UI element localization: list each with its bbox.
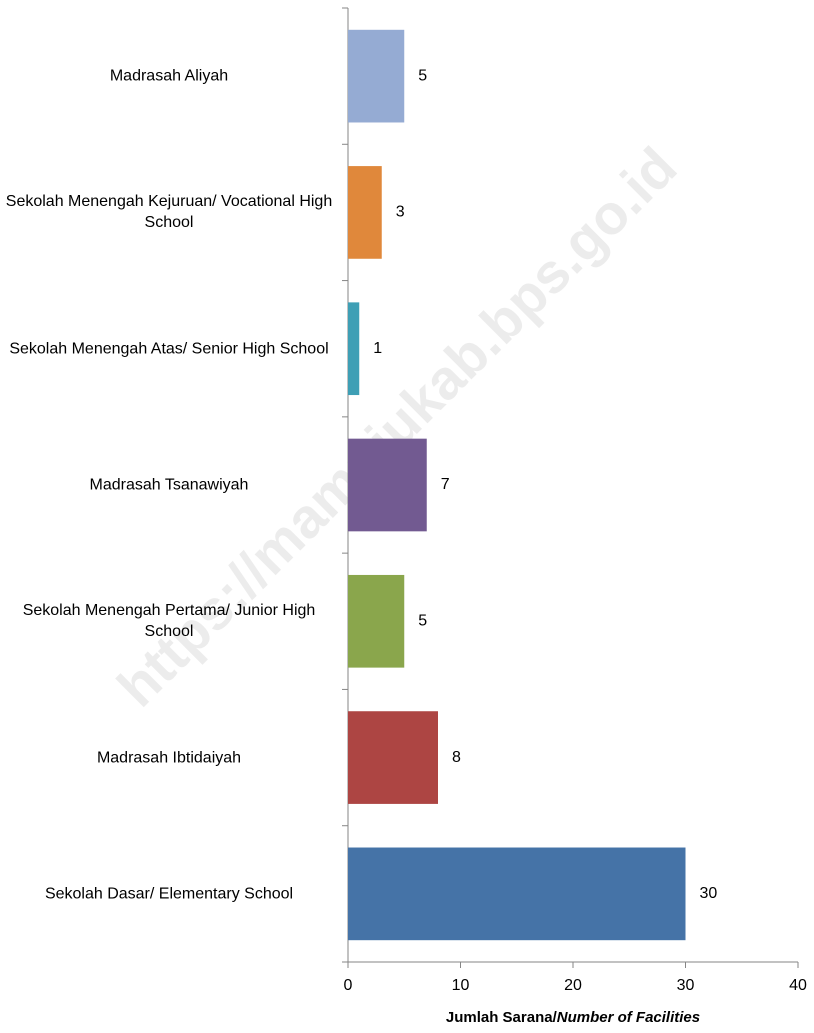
x-tick-label: 20	[564, 977, 582, 994]
value-label: 1	[373, 340, 382, 357]
value-label: 30	[700, 885, 718, 902]
x-axis-label: Jumlah Sarana/Number of Facilities	[446, 1009, 700, 1026]
bar	[348, 574, 405, 668]
value-label: 3	[396, 204, 405, 221]
y-tick-label: Sekolah Dasar/ Elementary School	[44, 885, 294, 903]
y-tick-label: Madrasah Tsanawiyah	[89, 476, 249, 494]
bar	[348, 711, 438, 804]
bar	[348, 166, 382, 259]
y-tick-label: Madrasah Ibtidaiyah	[96, 749, 242, 767]
y-tick-label: Sekolah Menengah Pertama/ Junior High Sc…	[22, 602, 316, 641]
y-tick-label: Sekolah Menengah Kejuruan/ Vocational Hi…	[5, 193, 333, 232]
y-tick-label: Madrasah Aliyah	[109, 67, 229, 85]
value-label: 5	[418, 613, 427, 630]
bar	[348, 29, 405, 123]
x-axis-label-part: Number of Facilities	[557, 1009, 700, 1026]
x-tick-label: 40	[789, 977, 807, 994]
value-label: 5	[418, 67, 427, 84]
x-tick-label: 0	[344, 977, 353, 994]
y-tick-label: Sekolah Menengah Atas/ Senior High Schoo…	[9, 340, 329, 358]
bar	[348, 302, 360, 396]
x-tick-label: 10	[452, 977, 470, 994]
x-tick-label: 30	[677, 977, 695, 994]
bar	[348, 438, 427, 532]
bar	[348, 847, 686, 941]
value-label: 7	[441, 476, 450, 493]
value-label: 8	[452, 749, 461, 766]
x-axis-label-part: Jumlah Sarana/	[446, 1009, 558, 1026]
